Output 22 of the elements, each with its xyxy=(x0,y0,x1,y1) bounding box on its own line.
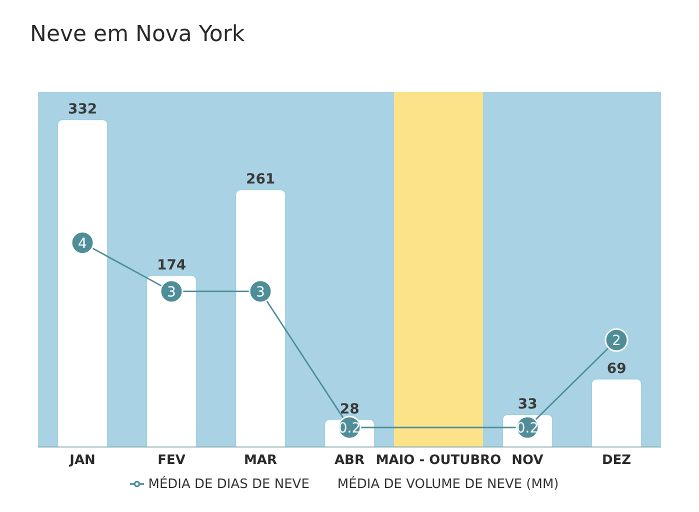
data-label: 332 xyxy=(68,102,98,118)
data-label: 33 xyxy=(518,396,538,412)
data-label: 261 xyxy=(246,172,276,188)
data-label: 174 xyxy=(156,257,186,274)
data-label: 3 xyxy=(167,284,176,300)
data-label: 28 xyxy=(340,401,360,418)
data-label: 3 xyxy=(256,284,265,300)
data-label: 0.2 xyxy=(338,420,361,437)
x-tick-label: MAR xyxy=(244,453,278,468)
data-label: 0.2 xyxy=(516,420,539,437)
x-tick-label: JAN xyxy=(68,453,96,468)
text: MÉDIA DE VOLUME DE NEVE (MM) xyxy=(337,477,559,492)
x-tick-label: MAIO - OUTUBRO xyxy=(376,453,502,468)
x-tick-label: DEZ xyxy=(602,453,632,468)
data-label: 4 xyxy=(78,236,88,252)
x-tick-label: ABR xyxy=(334,453,364,468)
x-tick-label: NOV xyxy=(512,453,544,468)
data-label: 69 xyxy=(606,360,626,377)
x-tick-label: FEV xyxy=(158,453,186,468)
legend-label: MÉDIA DE DIAS DE NEVE xyxy=(148,477,310,492)
data-label: 2 xyxy=(612,333,621,350)
chart-title: Neve em Nova York xyxy=(29,21,246,49)
